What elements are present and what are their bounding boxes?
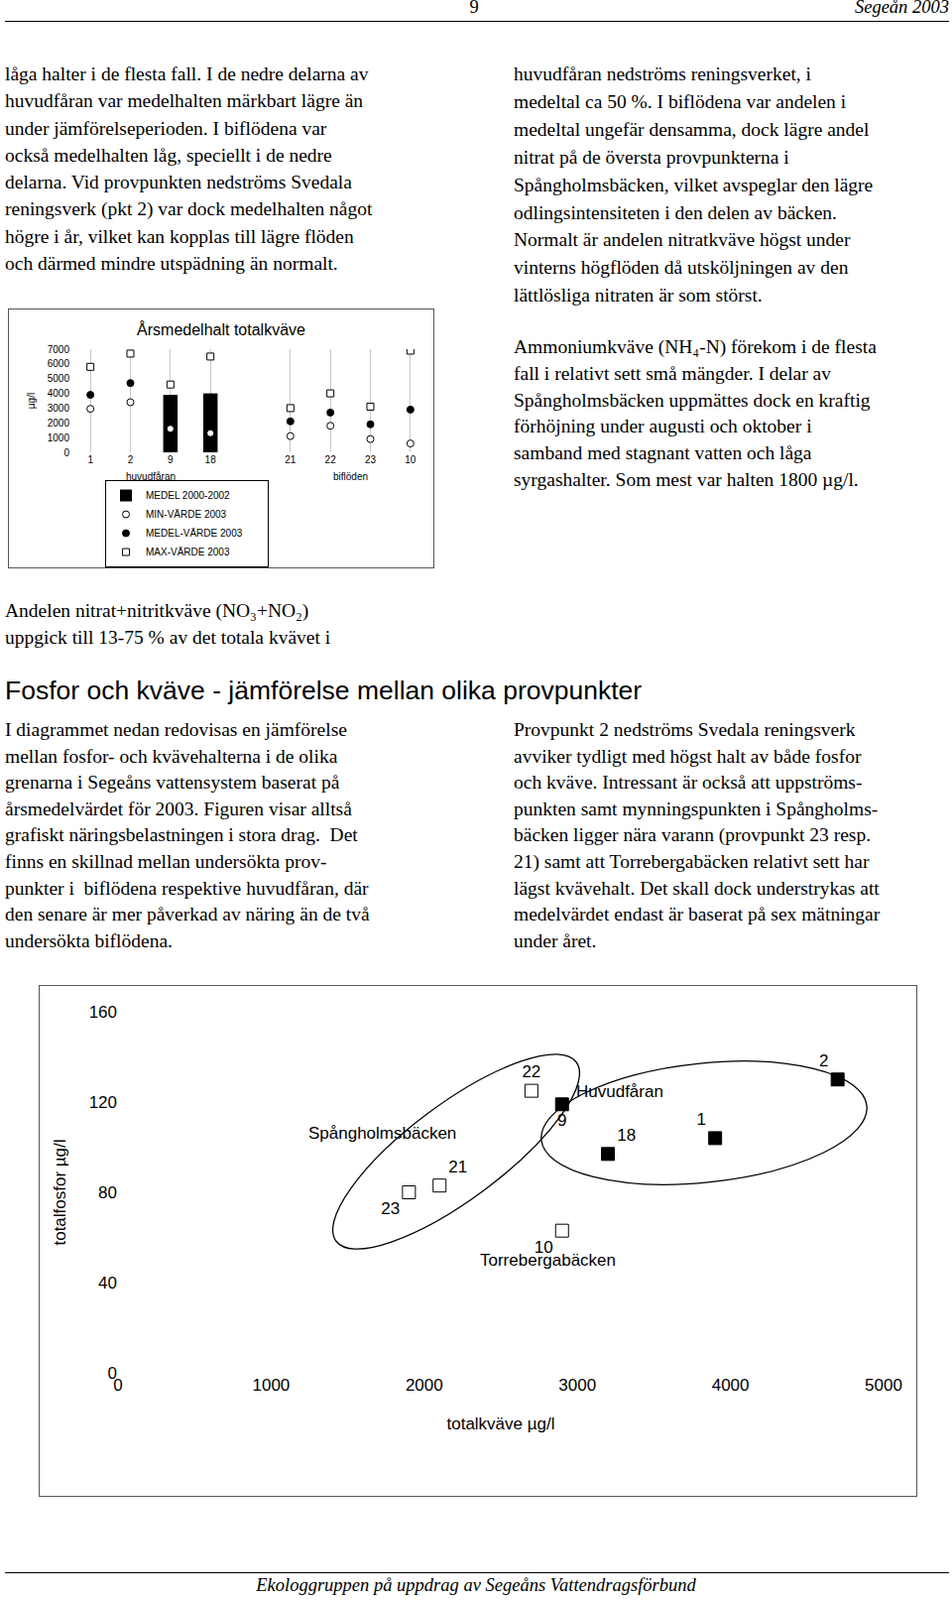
html-text:Spångholmsbäcken, vilket avspe: Spångholmsbäcken, vilket avspeglar den l…: [513, 174, 873, 195]
html-text:undersökta biflödena.: undersökta biflödena.: [4, 929, 173, 951]
svg-text:huvudfåran: huvudfåran: [125, 471, 176, 482]
html-text:vinterns högflöden då utsköljn: vinterns högflöden då utsköljningen av d…: [513, 257, 849, 278]
html-text:Fosfor och kväve - jämförelse: Fosfor och kväve - jämförelse mellan oli…: [4, 675, 642, 706]
html-text:och därmed mindre utspädning ä: och därmed mindre utspädning än normalt.: [4, 252, 338, 274]
svg-text:10: 10: [534, 1237, 554, 1257]
html-text:årsmedelvärdet för 2003. Figur: årsmedelvärdet för 2003. Figuren visar a…: [4, 798, 352, 819]
svg-text:6000: 6000: [47, 357, 71, 369]
html-text:fall i relativt sett små mängd: fall i relativt sett små mängder. I dela…: [513, 362, 832, 384]
html-text:medelvärdet endast är baserat: medelvärdet endast är baserat på sex mät…: [513, 903, 880, 925]
html-text:grafiskt näringsbelastningen i: grafiskt näringsbelastningen i stora dra…: [4, 824, 358, 846]
svg-text:0: 0: [108, 1363, 118, 1383]
html-text:Spångholmsbäcken uppmättes doc: Spångholmsbäcken uppmättes dock en kraft…: [513, 389, 871, 411]
html-text:punkter i biflödena respektive: punkter i biflödena respektive huvudfåra…: [4, 877, 369, 899]
html-text:samband med stagnant vatten oc: samband med stagnant vatten och låga: [513, 442, 812, 464]
html-text:mellan fosfor- och kvävehalter: mellan fosfor- och kvävehalterna i de ol…: [4, 745, 338, 767]
svg-text:3000: 3000: [558, 1375, 596, 1395]
svg-text:1: 1: [697, 1109, 707, 1129]
svg-text:biflöden: biflöden: [333, 471, 368, 482]
svg-text:MEDEL 2000-2002: MEDEL 2000-2002: [145, 489, 231, 501]
html-text:uppgick till 13-75 % av det to: uppgick till 13-75 % av det totala kväve…: [4, 626, 331, 648]
html-text:syrgashalter. Som mest var hal: syrgashalter. Som mest var halten 1800 µ…: [513, 469, 859, 490]
svg-text:5000: 5000: [864, 1375, 903, 1395]
svg-text:Spångholmsbäcken: Spångholmsbäcken: [308, 1123, 457, 1143]
svg-text:2000: 2000: [405, 1375, 444, 1395]
svg-text:totalfosfor µg/l: totalfosfor µg/l: [50, 1138, 70, 1245]
html-text:huvudfåran var medelhalten mär: huvudfåran var medelhalten märkbart lägr…: [4, 90, 364, 112]
svg-text:2000: 2000: [47, 417, 71, 429]
svg-text:MIN-VÄRDE 2003: MIN-VÄRDE 2003: [145, 508, 228, 520]
html-text:under jämförelseperioden. I bi: under jämförelseperioden. I biflödena va…: [4, 117, 327, 139]
html-text:låga halter i de flesta fall.: låga halter i de flesta fall. I de nedre…: [4, 63, 369, 85]
html-text:medeltal ungefär densamma, doc: medeltal ungefär densamma, dock lägre an…: [513, 118, 870, 140]
svg-text:3000: 3000: [47, 402, 71, 414]
html-text:och kväve. Intressant är också: och kväve. Intressant är också att uppst…: [513, 771, 863, 793]
html-text:också medelhalten låg, speciel: också medelhalten låg, speciellt i de ne…: [4, 144, 333, 166]
svg-text:1: 1: [87, 454, 94, 466]
html-text:delarna. Vid provpunkten nedst: delarna. Vid provpunkten nedströms Sveda…: [4, 171, 352, 193]
svg-text:Årsmedelhalt totalkväve: Årsmedelhalt totalkväve: [136, 320, 306, 339]
svg-text:1000: 1000: [47, 432, 71, 444]
svg-text:totalkväve µg/l: totalkväve µg/l: [446, 1414, 555, 1433]
svg-text:9: 9: [557, 1110, 567, 1130]
html-text:under året.: under året.: [513, 929, 597, 951]
svg-text:22: 22: [325, 454, 338, 466]
svg-text:9: 9: [167, 454, 174, 466]
svg-text:0: 0: [63, 447, 70, 459]
html-text:finns en skillnad mellan under: finns en skillnad mellan undersökta prov…: [4, 850, 327, 872]
svg-text:40: 40: [98, 1273, 118, 1293]
html-text:punkten samt mynningspunkten i: punkten samt mynningspunkten i Spångholm…: [513, 798, 878, 819]
svg-text:18: 18: [205, 454, 218, 466]
html-text:den senare är mer påverkad av: den senare är mer påverkad av näring än …: [4, 903, 370, 925]
svg-text:22: 22: [521, 1062, 541, 1081]
html-text:medeltal ca 50 %. I biflödena: medeltal ca 50 %. I biflödena var andele…: [513, 91, 847, 112]
html-text:bäcken ligger nära varann (pro: bäcken ligger nära varann (provpunkt 23 …: [513, 824, 871, 846]
svg-text:2: 2: [819, 1051, 829, 1071]
svg-text:0: 0: [113, 1375, 122, 1395]
html-text:grenarna i Segeåns vattensyste: grenarna i Segeåns vattensystem baserat …: [4, 771, 340, 793]
html-text:förhöjning under augusti och o: förhöjning under augusti och oktober i: [513, 415, 812, 437]
html-text:odlingsintensiteten i den dele: odlingsintensiteten i den delen av bäcke…: [513, 201, 837, 223]
html-text:Normalt är andelen nitratkväve: Normalt är andelen nitratkväve högst und…: [513, 229, 851, 251]
html-text:I diagrammet nedan redovisas e: I diagrammet nedan redovisas en jämförel…: [4, 718, 347, 740]
html-text:Provpunkt 2 nedströms Svedala: Provpunkt 2 nedströms Svedala reningsver…: [513, 718, 856, 740]
svg-text:4000: 4000: [712, 1375, 750, 1395]
html-text:Andelen nitrat+nitritkväve (NO: Andelen nitrat+nitritkväve (NO₃+NO₂): [4, 599, 309, 621]
html-text:Ekologgruppen på uppdrag av Se: Ekologgruppen på uppdrag av Segeåns Vatt…: [256, 1574, 696, 1595]
svg-text:7000: 7000: [47, 344, 71, 356]
svg-text:MAX-VÄRDE 2003: MAX-VÄRDE 2003: [145, 546, 231, 558]
svg-text:1000: 1000: [251, 1375, 290, 1395]
html-text:avviker tydligt med högst halt: avviker tydligt med högst halt av både f…: [513, 745, 862, 767]
svg-text:Torrebergabäcken: Torrebergabäcken: [479, 1250, 616, 1270]
svg-text:µg/l: µg/l: [25, 392, 37, 409]
html-text:lägst kvävehalt. Det skall doc: lägst kvävehalt. Det skall dock understr…: [513, 877, 880, 899]
html-text:reningsverk (pkt 2) var dock m: reningsverk (pkt 2) var dock medelhalten…: [4, 198, 373, 220]
svg-text:160: 160: [89, 1002, 118, 1022]
svg-text:5000: 5000: [47, 372, 71, 384]
svg-text:120: 120: [89, 1092, 118, 1112]
svg-text:21: 21: [448, 1157, 468, 1177]
svg-text:4000: 4000: [47, 387, 71, 399]
html-text:Ammoniumkväve (NH₄-N) förekom: Ammoniumkväve (NH₄-N) förekom i de flest…: [513, 336, 877, 357]
svg-text:2: 2: [127, 454, 134, 466]
html-text:lättlösliga nitraten är som st: lättlösliga nitraten är som störst.: [513, 284, 763, 306]
svg-text:23: 23: [380, 1198, 400, 1218]
html-text:nitrat på de översta provpunkt: nitrat på de översta provpunkterna i: [513, 146, 790, 168]
html-text:högre i år, vilket kan kopplas: högre i år, vilket kan kopplas till lägr…: [4, 225, 354, 247]
svg-text:21: 21: [284, 454, 297, 466]
svg-text:10: 10: [404, 454, 417, 466]
html-text:huvudfåran nedströms reningsve: huvudfåran nedströms reningsverket, i: [513, 63, 812, 85]
svg-text:23: 23: [364, 454, 377, 466]
svg-text:Huvudfåran: Huvudfåran: [576, 1081, 664, 1101]
svg-text:MEDEL-VÄRDE 2003: MEDEL-VÄRDE 2003: [145, 527, 243, 539]
html-text:21) samt att Torrebergabäcken: 21) samt att Torrebergabäcken relativt s…: [513, 850, 870, 872]
svg-text:80: 80: [98, 1183, 118, 1202]
svg-text:18: 18: [616, 1125, 636, 1145]
